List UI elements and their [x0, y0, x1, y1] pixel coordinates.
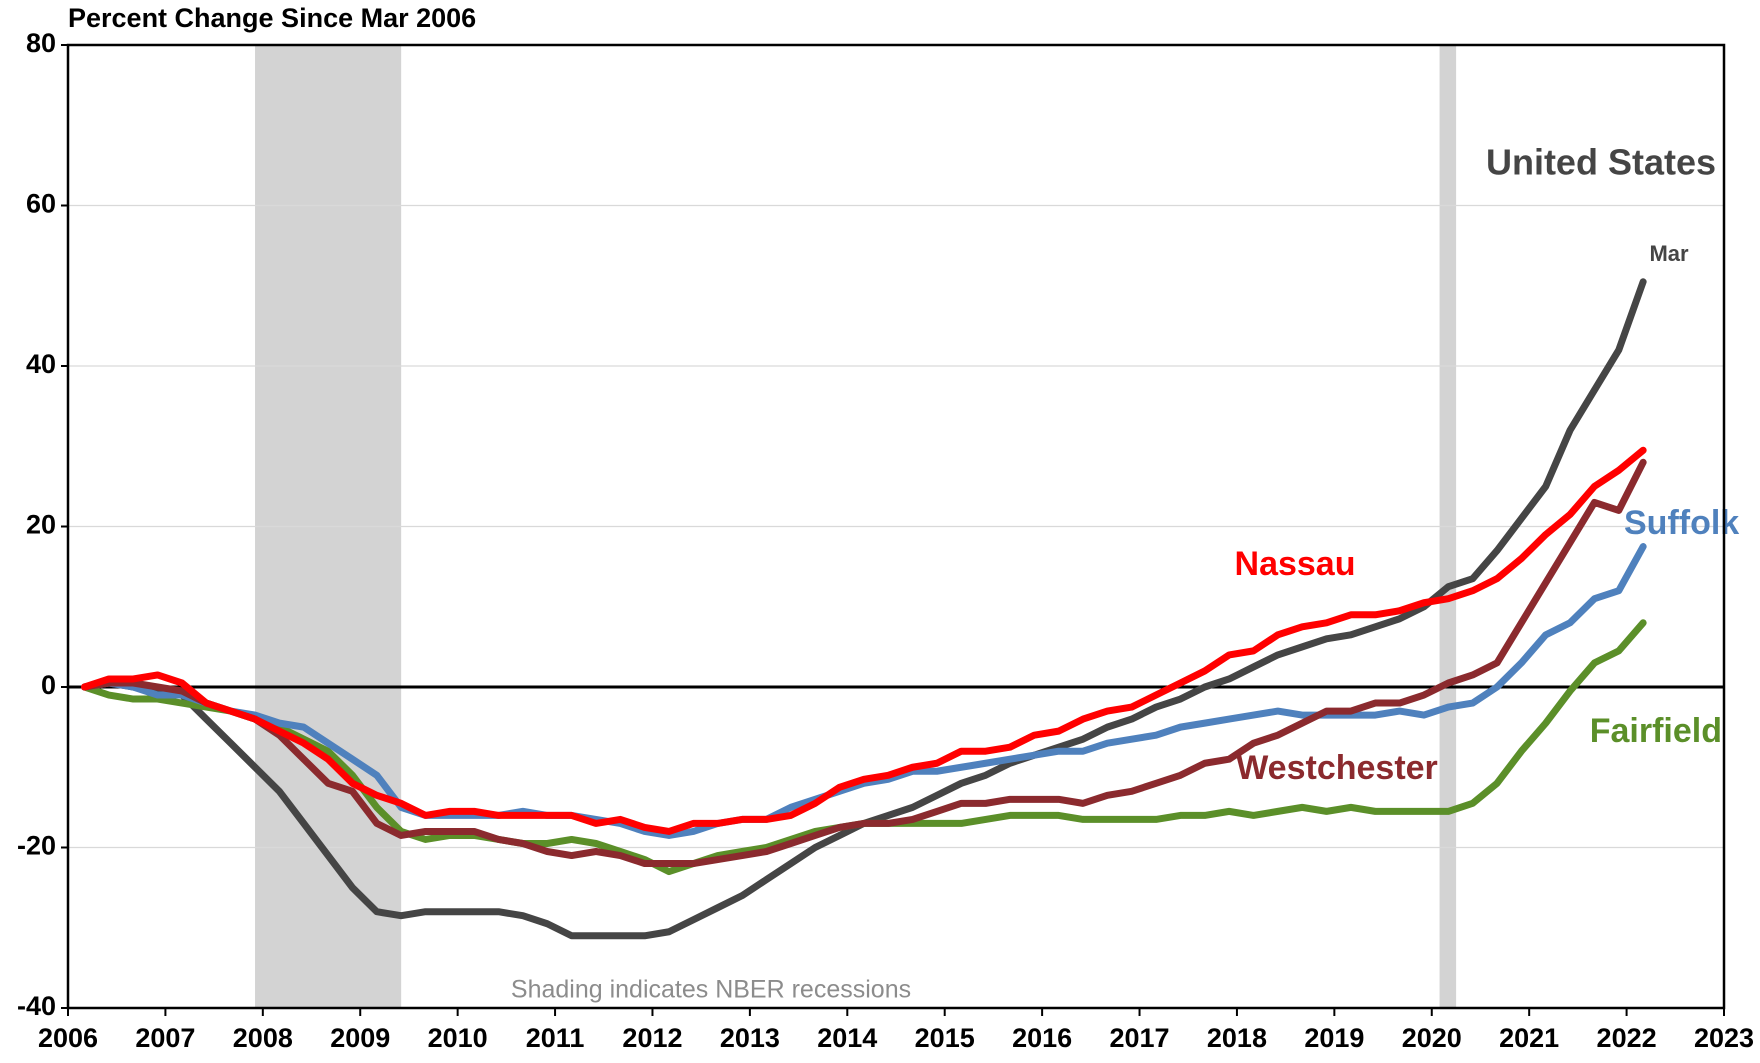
x-tick-label: 2011	[526, 1023, 585, 1053]
x-tick-label: 2017	[1109, 1023, 1169, 1053]
x-tick-label: 2020	[1402, 1023, 1462, 1053]
chart-title: Percent Change Since Mar 2006	[68, 3, 476, 33]
series-label: Westchester	[1236, 749, 1438, 787]
series-line	[81, 458, 1647, 868]
series-line	[81, 543, 1647, 839]
x-tick-label: 2018	[1207, 1023, 1267, 1053]
plot-frame	[66, 43, 1726, 1010]
y-tick-label: 40	[26, 349, 56, 379]
recession-note: Shading indicates NBER recessions	[511, 976, 911, 1004]
y-tick-label: 80	[26, 28, 56, 58]
series-line	[81, 446, 1647, 835]
x-tick-label: 2009	[330, 1023, 390, 1053]
y-tick-label: 0	[41, 670, 56, 700]
x-tick-label: 2021	[1499, 1023, 1559, 1053]
x-tick-label: 2010	[428, 1023, 488, 1053]
x-tick-label: 2022	[1597, 1023, 1657, 1053]
x-tick-label: 2013	[720, 1023, 780, 1053]
x-tick-label: 2023	[1694, 1023, 1754, 1053]
y-tick-label: 20	[26, 510, 56, 540]
x-tick-label: 2015	[915, 1023, 975, 1053]
series-label: Nassau	[1235, 545, 1356, 583]
x-tick-label: 2016	[1012, 1023, 1072, 1053]
y-tick-label: 60	[26, 189, 56, 219]
x-tick-label: 2007	[135, 1023, 195, 1053]
x-tick-label: 2008	[233, 1023, 293, 1053]
x-tick-label: 2006	[38, 1023, 98, 1053]
series-label: Suffolk	[1624, 504, 1739, 542]
y-tick-label: -40	[17, 991, 56, 1021]
series-label: United States	[1486, 142, 1716, 183]
end-label: Mar	[1649, 241, 1689, 266]
x-tick-label: 2019	[1304, 1023, 1364, 1053]
series-label: Fairfield	[1590, 712, 1722, 750]
x-tick-label: 2014	[817, 1023, 877, 1053]
x-tick-label: 2012	[622, 1023, 682, 1053]
y-tick-label: -20	[17, 831, 56, 861]
